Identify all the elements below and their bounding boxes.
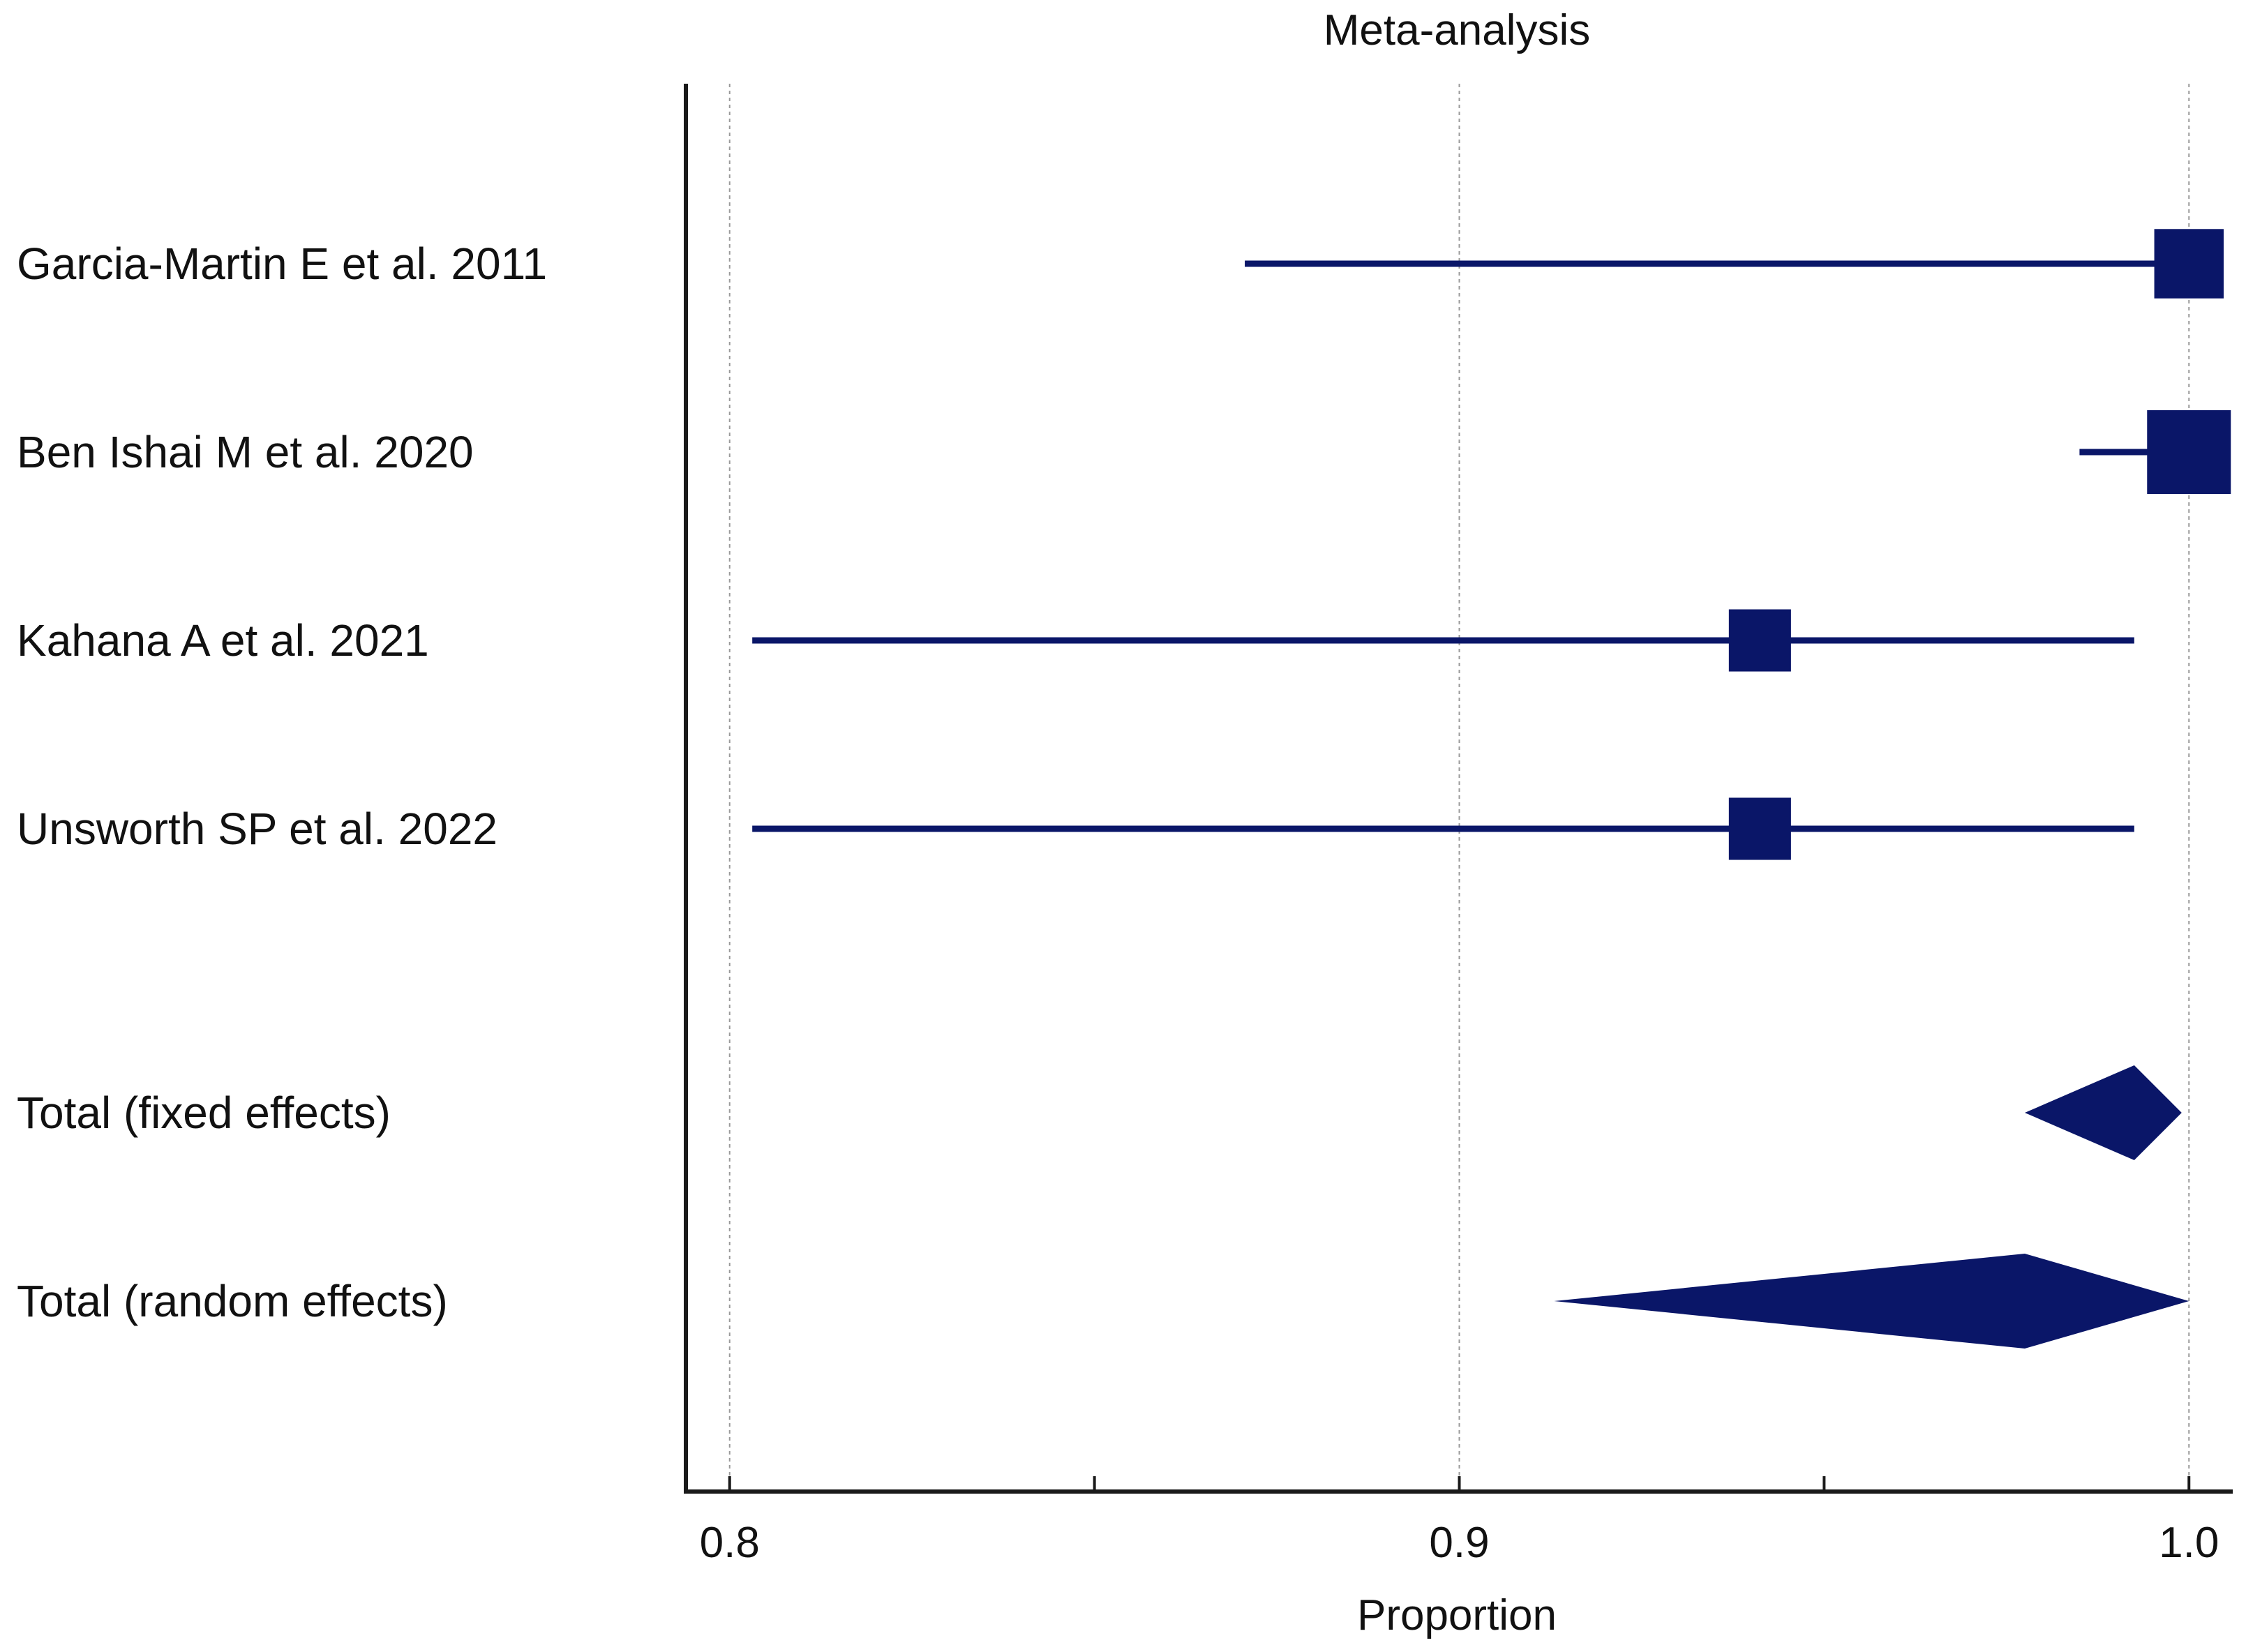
gridlines: [728, 84, 2190, 1492]
pooled-diamond-1: [1554, 1254, 2189, 1349]
study-label-3: Unsworth SP et al. 2022: [17, 804, 497, 854]
chart-title: Meta-analysis: [1324, 6, 1590, 54]
x-tick-label-1: 0.9: [1429, 1519, 1489, 1567]
pooled-diamond-0: [2024, 1065, 2182, 1160]
study-label-0: Garcia-Martin E et al. 2011: [17, 239, 547, 289]
x-axis-ticks: 0.8 0.9 1.0: [700, 1476, 2219, 1567]
x-axis-title: Proportion: [1357, 1591, 1557, 1639]
point-estimate-1: [2147, 410, 2231, 494]
total-label-1: Total (random effects): [17, 1276, 448, 1326]
total-label-0: Total (fixed effects): [17, 1088, 391, 1138]
study-label-2: Kahana A et al. 2021: [17, 615, 429, 666]
x-tick-label-0: 0.8: [700, 1519, 760, 1567]
study-marks: [752, 229, 2231, 1349]
point-estimate-0: [2154, 229, 2224, 299]
x-tick-label-2: 1.0: [2159, 1519, 2219, 1567]
point-estimate-3: [1728, 797, 1791, 860]
point-estimate-2: [1728, 609, 1791, 672]
study-label-1: Ben Ishai M et al. 2020: [17, 427, 474, 477]
row-labels: Garcia-Martin E et al. 2011 Ben Ishai M e…: [17, 239, 547, 1326]
